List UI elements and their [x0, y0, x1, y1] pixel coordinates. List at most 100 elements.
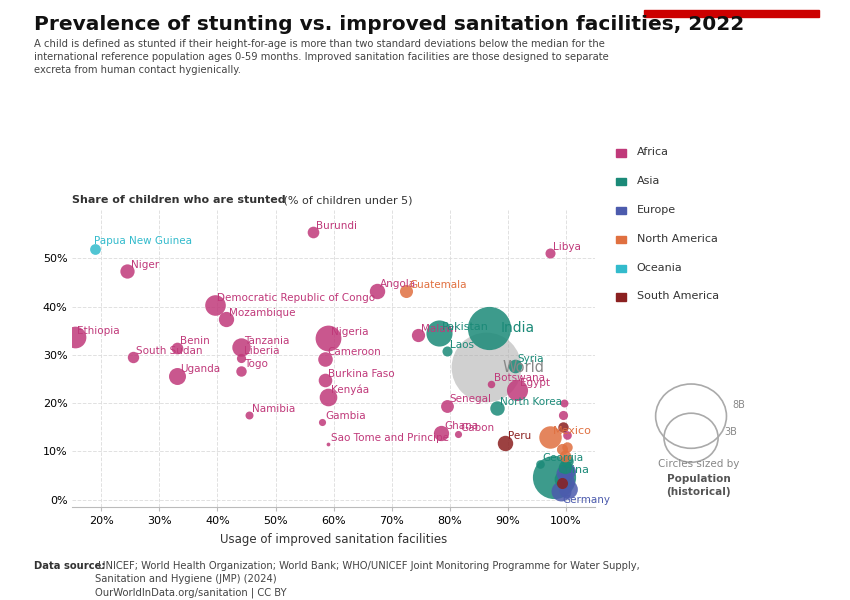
- Point: [321, 392, 335, 401]
- Text: Population: Population: [666, 474, 730, 484]
- Point: [560, 457, 574, 466]
- Point: [440, 346, 454, 356]
- Text: Mexico: Mexico: [552, 425, 592, 436]
- Text: Angola: Angola: [380, 279, 416, 289]
- Point: [121, 266, 134, 276]
- Point: [558, 462, 571, 472]
- Text: Nigeria: Nigeria: [331, 327, 368, 337]
- Point: [440, 401, 454, 410]
- Point: [68, 332, 82, 342]
- Point: [556, 475, 570, 484]
- Text: Burkina Faso: Burkina Faso: [328, 369, 394, 379]
- Point: [555, 444, 569, 454]
- Text: Malawi: Malawi: [421, 323, 457, 334]
- Point: [88, 244, 102, 254]
- Point: [219, 314, 233, 324]
- Text: China: China: [558, 465, 589, 475]
- Text: in Data: in Data: [705, 43, 758, 56]
- Text: South America: South America: [637, 292, 719, 301]
- Point: [543, 248, 557, 258]
- Text: Laos: Laos: [450, 340, 473, 350]
- Text: Kenyáa: Kenyáa: [331, 385, 369, 395]
- Text: Georgia: Georgia: [542, 452, 584, 463]
- Text: South Sudan: South Sudan: [136, 346, 202, 356]
- Point: [558, 451, 571, 461]
- Point: [560, 442, 574, 451]
- Text: Cameroon: Cameroon: [328, 347, 382, 357]
- Text: (historical): (historical): [666, 487, 731, 497]
- Text: Papua New Guinea: Papua New Guinea: [94, 236, 192, 246]
- Point: [547, 472, 561, 481]
- Text: Sao Tome and Principe: Sao Tome and Principe: [331, 433, 449, 443]
- Text: Togo: Togo: [244, 359, 268, 370]
- Text: Tanzania: Tanzania: [244, 336, 289, 346]
- Point: [318, 354, 332, 364]
- Text: Guatemala: Guatemala: [409, 280, 467, 290]
- Text: Namibia: Namibia: [252, 404, 296, 414]
- Text: Egypt: Egypt: [520, 378, 550, 388]
- Point: [170, 343, 184, 352]
- Text: Niger: Niger: [131, 260, 159, 270]
- Text: Germany: Germany: [563, 495, 610, 505]
- Point: [556, 478, 570, 488]
- Point: [127, 352, 140, 362]
- Point: [321, 334, 335, 343]
- Point: [483, 323, 496, 333]
- Text: Burundi: Burundi: [316, 221, 357, 231]
- Point: [561, 466, 575, 476]
- Point: [510, 385, 524, 394]
- Text: Our World: Our World: [694, 24, 769, 37]
- Point: [561, 484, 575, 494]
- Text: India: India: [501, 322, 535, 335]
- Point: [315, 418, 329, 427]
- Text: Asia: Asia: [637, 176, 660, 186]
- Text: (% of children under 5): (% of children under 5): [280, 195, 413, 205]
- Text: Uganda: Uganda: [179, 364, 220, 374]
- Point: [318, 376, 332, 385]
- Text: Prevalence of stunting vs. improved sanitation facilities, 2022: Prevalence of stunting vs. improved sani…: [34, 15, 745, 34]
- Point: [170, 371, 184, 380]
- Text: World: World: [502, 360, 544, 375]
- Point: [371, 286, 384, 295]
- Text: Benin: Benin: [179, 336, 209, 346]
- Text: Gambia: Gambia: [325, 411, 366, 421]
- Text: Circles sized by: Circles sized by: [658, 459, 740, 469]
- Text: Europe: Europe: [637, 205, 676, 215]
- Text: Oceania: Oceania: [637, 263, 683, 272]
- Text: Pakistan: Pakistan: [442, 322, 489, 332]
- Point: [533, 459, 547, 469]
- Point: [484, 380, 498, 389]
- Point: [498, 438, 512, 448]
- Bar: [644, 10, 819, 17]
- Text: Liberia: Liberia: [244, 346, 279, 356]
- Point: [321, 439, 335, 449]
- Point: [559, 476, 573, 486]
- Text: A child is defined as stunted if their height-for-age is more than two standard : A child is defined as stunted if their h…: [34, 39, 609, 76]
- Text: Share of children who are stunted: Share of children who are stunted: [72, 195, 286, 205]
- Point: [508, 361, 522, 370]
- Text: Ethiopia: Ethiopia: [77, 326, 120, 335]
- Point: [242, 410, 256, 420]
- Point: [490, 403, 504, 413]
- X-axis label: Usage of improved sanitation facilities: Usage of improved sanitation facilities: [220, 533, 447, 546]
- Point: [557, 398, 570, 408]
- Point: [234, 366, 247, 376]
- Text: North Korea: North Korea: [501, 397, 563, 407]
- Text: 3B: 3B: [724, 427, 737, 437]
- Point: [433, 328, 446, 338]
- Text: North America: North America: [637, 234, 717, 244]
- Text: Democratic Republic of Congo: Democratic Republic of Congo: [218, 293, 376, 303]
- Point: [556, 422, 570, 432]
- Point: [554, 486, 568, 496]
- Point: [434, 428, 448, 437]
- Text: Libya: Libya: [552, 242, 581, 251]
- Point: [307, 227, 320, 237]
- Point: [556, 410, 570, 420]
- Text: UNICEF; World Health Organization; World Bank; WHO/UNICEF Joint Monitoring Progr: UNICEF; World Health Organization; World…: [95, 561, 640, 598]
- Point: [207, 300, 221, 310]
- Point: [451, 429, 465, 439]
- Point: [400, 286, 413, 296]
- Point: [411, 330, 425, 340]
- Text: Mozambique: Mozambique: [230, 308, 296, 317]
- Point: [234, 353, 247, 362]
